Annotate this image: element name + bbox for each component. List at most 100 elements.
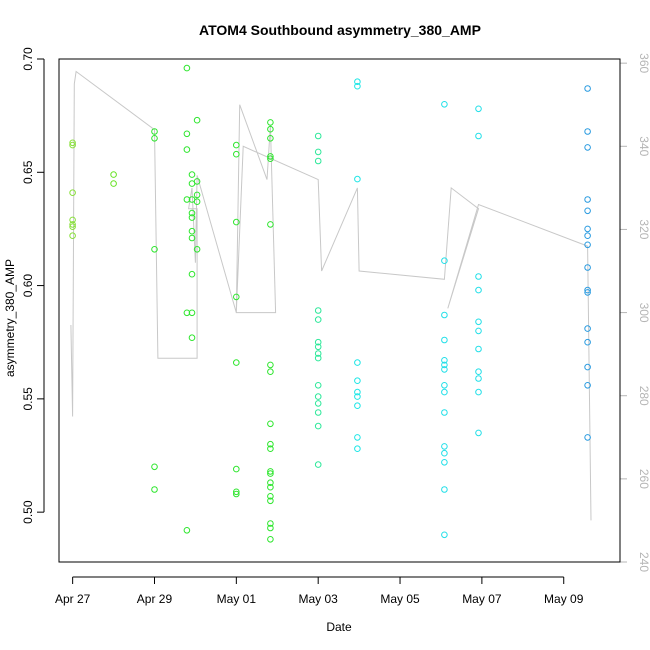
- data-point: [475, 327, 482, 335]
- data-point: [151, 135, 158, 142]
- data-point: [314, 343, 322, 351]
- chart-title: ATOM4 Southbound asymmetry_380_AMP: [199, 22, 481, 38]
- data-point: [267, 361, 274, 369]
- data-point: [267, 520, 274, 527]
- data-point: [233, 218, 240, 226]
- data-point: [584, 434, 591, 441]
- data-point: [193, 246, 201, 253]
- data-point: [314, 307, 322, 314]
- data-point: [441, 257, 448, 265]
- data-point: [188, 214, 196, 221]
- data-point: [69, 216, 76, 224]
- data-point: [441, 336, 448, 344]
- data-point: [183, 146, 191, 153]
- data-point: [267, 440, 274, 448]
- data-point: [475, 429, 482, 437]
- right-axis: 240 260 280 300 320 340 360: [619, 53, 650, 572]
- data-point: [233, 141, 240, 149]
- data-point: [584, 128, 591, 135]
- data-point: [584, 225, 591, 233]
- y-axis-label: asymmetry_380_AMP: [3, 259, 17, 377]
- data-point: [188, 334, 196, 342]
- line-series-path: [70, 70, 592, 521]
- data-point: [441, 459, 448, 466]
- data-point: [475, 105, 482, 113]
- data-point: [193, 116, 201, 124]
- data-point: [188, 171, 196, 178]
- data-point: [584, 241, 591, 249]
- data-point: [151, 486, 158, 493]
- data-point: [475, 318, 482, 326]
- data-point: [354, 359, 361, 366]
- data-point: [183, 527, 191, 534]
- y-tick-label: 0.65: [21, 160, 35, 184]
- data-point: [267, 479, 274, 487]
- data-point: [441, 409, 448, 416]
- data-point: [69, 223, 76, 230]
- data-point: [584, 325, 591, 332]
- data-point: [584, 196, 591, 203]
- data-point: [475, 286, 482, 294]
- x-axis-label: Date: [326, 620, 352, 634]
- data-point: [233, 490, 240, 498]
- data-point: [267, 119, 274, 126]
- right-tick-label: 260: [637, 469, 650, 489]
- y-tick-label: 0.70: [21, 47, 35, 71]
- data-point: [441, 361, 448, 369]
- data-point: [354, 82, 361, 90]
- data-point: [267, 524, 274, 532]
- data-point: [151, 246, 158, 253]
- data-point: [193, 178, 201, 185]
- data-point: [314, 393, 322, 400]
- data-point: [267, 125, 274, 133]
- data-point: [584, 382, 591, 389]
- data-point: [441, 443, 448, 450]
- data-point: [69, 141, 76, 149]
- data-point: [314, 157, 322, 165]
- data-point: [441, 486, 448, 493]
- data-point: [584, 286, 591, 294]
- data-point: [188, 227, 196, 235]
- data-point: [441, 382, 448, 389]
- data-point: [441, 388, 448, 396]
- points-layer: [69, 64, 591, 543]
- data-point: [314, 148, 322, 156]
- data-point: [267, 153, 274, 160]
- data-point: [475, 375, 482, 382]
- data-point: [314, 461, 322, 468]
- data-point: [584, 144, 591, 151]
- data-point: [193, 198, 201, 205]
- data-point: [69, 189, 76, 196]
- x-axis: Apr 27 Apr 29 May 01 May 03 May 05 May 07 May …: [55, 576, 584, 606]
- data-point: [188, 234, 196, 242]
- data-point: [354, 402, 361, 410]
- right-tick-label: 340: [637, 136, 650, 156]
- data-point: [267, 497, 274, 505]
- data-point: [584, 289, 591, 296]
- data-point: [188, 270, 196, 278]
- data-point: [151, 463, 158, 471]
- right-tick-label: 240: [637, 552, 650, 572]
- data-point: [267, 536, 274, 543]
- x-tick-label: May 09: [544, 592, 584, 606]
- data-point: [354, 175, 361, 183]
- data-point: [584, 363, 591, 371]
- line-series: [70, 70, 592, 521]
- plot-frame: [58, 58, 621, 563]
- data-point: [314, 354, 322, 362]
- data-point: [314, 316, 322, 323]
- data-point: [441, 531, 448, 539]
- right-tick-label: 360: [637, 53, 650, 73]
- y-tick-label: 0.50: [21, 500, 35, 524]
- x-tick-label: Apr 27: [55, 592, 91, 606]
- data-point: [314, 422, 322, 430]
- data-point: [475, 273, 482, 280]
- data-point: [314, 382, 322, 389]
- data-point: [441, 366, 448, 373]
- data-point: [354, 445, 361, 453]
- data-point: [69, 232, 76, 239]
- data-point: [475, 132, 482, 140]
- y-tick-label: 0.60: [21, 274, 35, 298]
- data-point: [354, 78, 361, 85]
